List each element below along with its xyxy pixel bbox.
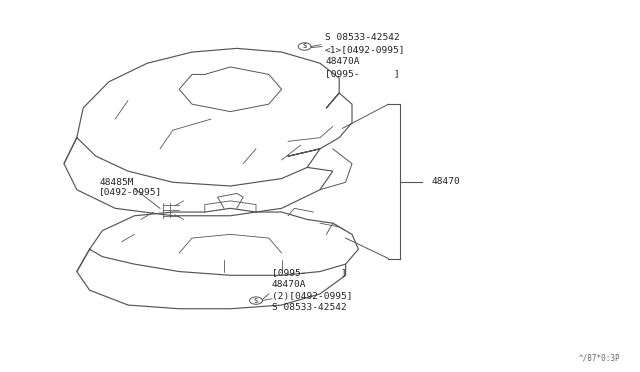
Text: 48470A: 48470A <box>272 280 307 289</box>
Text: [0995-      ]: [0995- ] <box>325 69 400 78</box>
Text: [0995-      ]: [0995- ] <box>272 268 347 277</box>
Text: <1>[0492-0995]: <1>[0492-0995] <box>325 45 406 54</box>
Text: (2)[0492-0995]: (2)[0492-0995] <box>272 292 353 301</box>
Text: 48485M: 48485M <box>99 178 134 187</box>
Text: [0492-0995]: [0492-0995] <box>99 187 163 196</box>
Text: 48470A: 48470A <box>325 57 360 66</box>
Text: S 08533-42542: S 08533-42542 <box>272 304 347 312</box>
Text: S 08533-42542: S 08533-42542 <box>325 33 400 42</box>
Text: S: S <box>303 44 307 49</box>
Text: S: S <box>254 298 258 304</box>
Text: 48470: 48470 <box>432 177 461 186</box>
Text: ^/87*0:3P: ^/87*0:3P <box>579 354 621 363</box>
